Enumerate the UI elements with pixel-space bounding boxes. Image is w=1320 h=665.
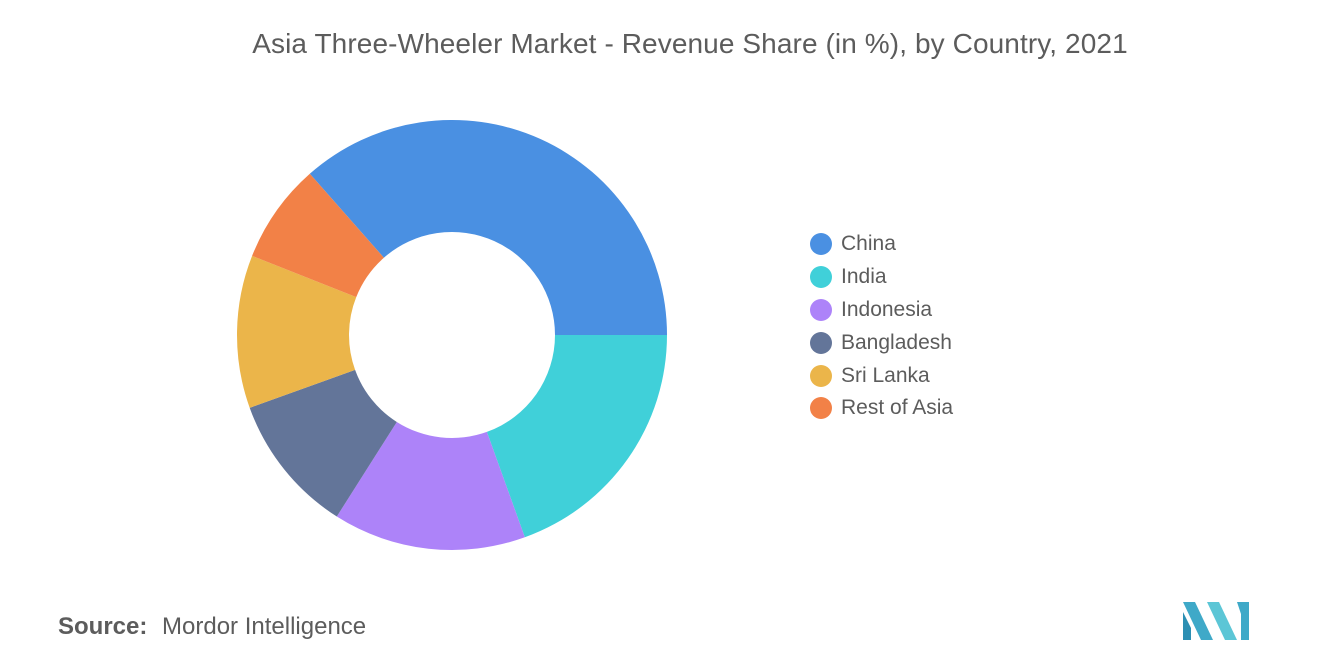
source-line: Source: Mordor Intelligence bbox=[58, 613, 366, 641]
mordor-intelligence-logo bbox=[1183, 602, 1249, 640]
legend-label-china: China bbox=[841, 232, 896, 256]
legend-swatch-india bbox=[810, 266, 832, 289]
legend-item-bangladesh: Bangladesh bbox=[810, 326, 953, 359]
slice-bangladesh bbox=[249, 369, 397, 517]
legend-label-sri-lanka: Sri Lanka bbox=[841, 363, 930, 387]
slice-sri-lanka bbox=[237, 255, 357, 408]
chart-title: Asia Three-Wheeler Market - Revenue Shar… bbox=[252, 28, 1128, 59]
legend-item-indonesia: Indonesia bbox=[810, 294, 953, 327]
legend-item-sri-lanka: Sri Lanka bbox=[810, 359, 953, 392]
source-label: Source: bbox=[58, 613, 148, 640]
legend-swatch-sri-lanka bbox=[810, 364, 832, 387]
slice-indonesia bbox=[336, 421, 525, 551]
legend-swatch-rest-of-asia bbox=[810, 397, 832, 420]
slice-rest-of-asia bbox=[252, 173, 384, 298]
legend-swatch-china bbox=[810, 233, 832, 256]
slice-china bbox=[309, 120, 667, 335]
legend-item-rest-of-asia: Rest of Asia bbox=[810, 392, 953, 425]
source-text: Mordor Intelligence bbox=[162, 613, 367, 640]
legend-label-bangladesh: Bangladesh bbox=[841, 330, 952, 354]
legend-label-india: India bbox=[841, 265, 887, 289]
legend-label-rest-of-asia: Rest of Asia bbox=[841, 396, 954, 420]
chart-legend: China India Indonesia Bangladesh Sri Lanka Re… bbox=[810, 228, 953, 425]
legend-item-india: India bbox=[810, 261, 953, 294]
legend-swatch-indonesia bbox=[810, 298, 832, 321]
legend-label-indonesia: Indonesia bbox=[841, 297, 933, 321]
legend-item-china: China bbox=[810, 228, 953, 261]
legend-swatch-bangladesh bbox=[810, 331, 832, 354]
slice-india bbox=[486, 335, 667, 538]
